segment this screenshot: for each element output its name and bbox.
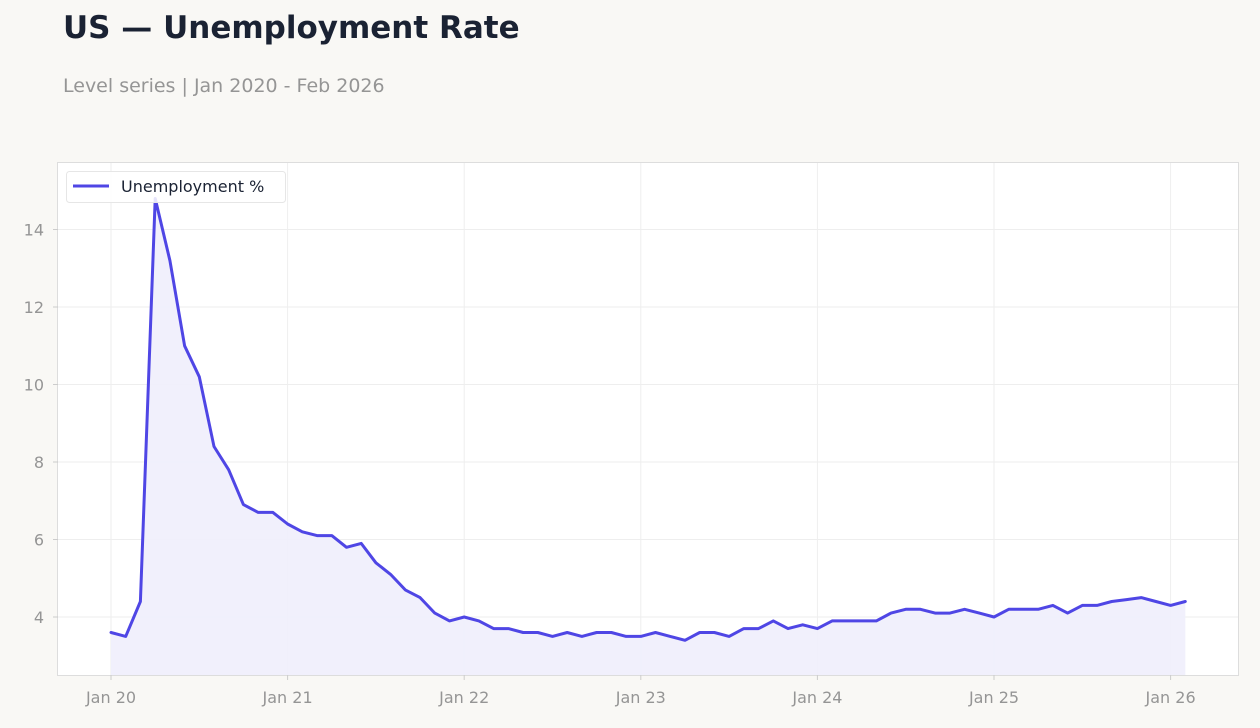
x-tick-label: Jan 23 (615, 688, 666, 707)
x-tick-label: Jan 21 (262, 688, 313, 707)
line-layer (109, 197, 1187, 642)
series-line (109, 197, 1187, 642)
legend-label: Unemployment % (121, 177, 264, 196)
y-tick-label: 4 (34, 608, 44, 627)
x-tick-label: Jan 24 (791, 688, 842, 707)
y-tick-label: 8 (34, 453, 44, 472)
y-tick-label: 14 (24, 221, 44, 240)
x-tick-label: Jan 22 (438, 688, 489, 707)
area-layer (111, 198, 1186, 675)
x-axis: Jan 20 Jan 21 Jan 22 Jan 23 Jan 24 Jan 25 Jan … (85, 675, 1196, 707)
y-axis: 4 6 8 10 12 14 (24, 221, 58, 627)
chart-subtitle: Level series | Jan 2020 - Feb 2026 (63, 75, 385, 97)
x-tick-label: Jan 25 (968, 688, 1019, 707)
x-tick-label: Jan 26 (1145, 688, 1196, 707)
chart-title: US — Unemployment Rate (63, 10, 520, 46)
y-tick-label: 10 (24, 376, 44, 395)
legend: Unemployment % (66, 171, 286, 203)
x-tick-label: Jan 20 (85, 688, 136, 707)
series-area (111, 198, 1186, 675)
y-tick-label: 6 (34, 531, 44, 550)
legend-box (66, 171, 286, 203)
y-tick-label: 12 (24, 298, 44, 317)
